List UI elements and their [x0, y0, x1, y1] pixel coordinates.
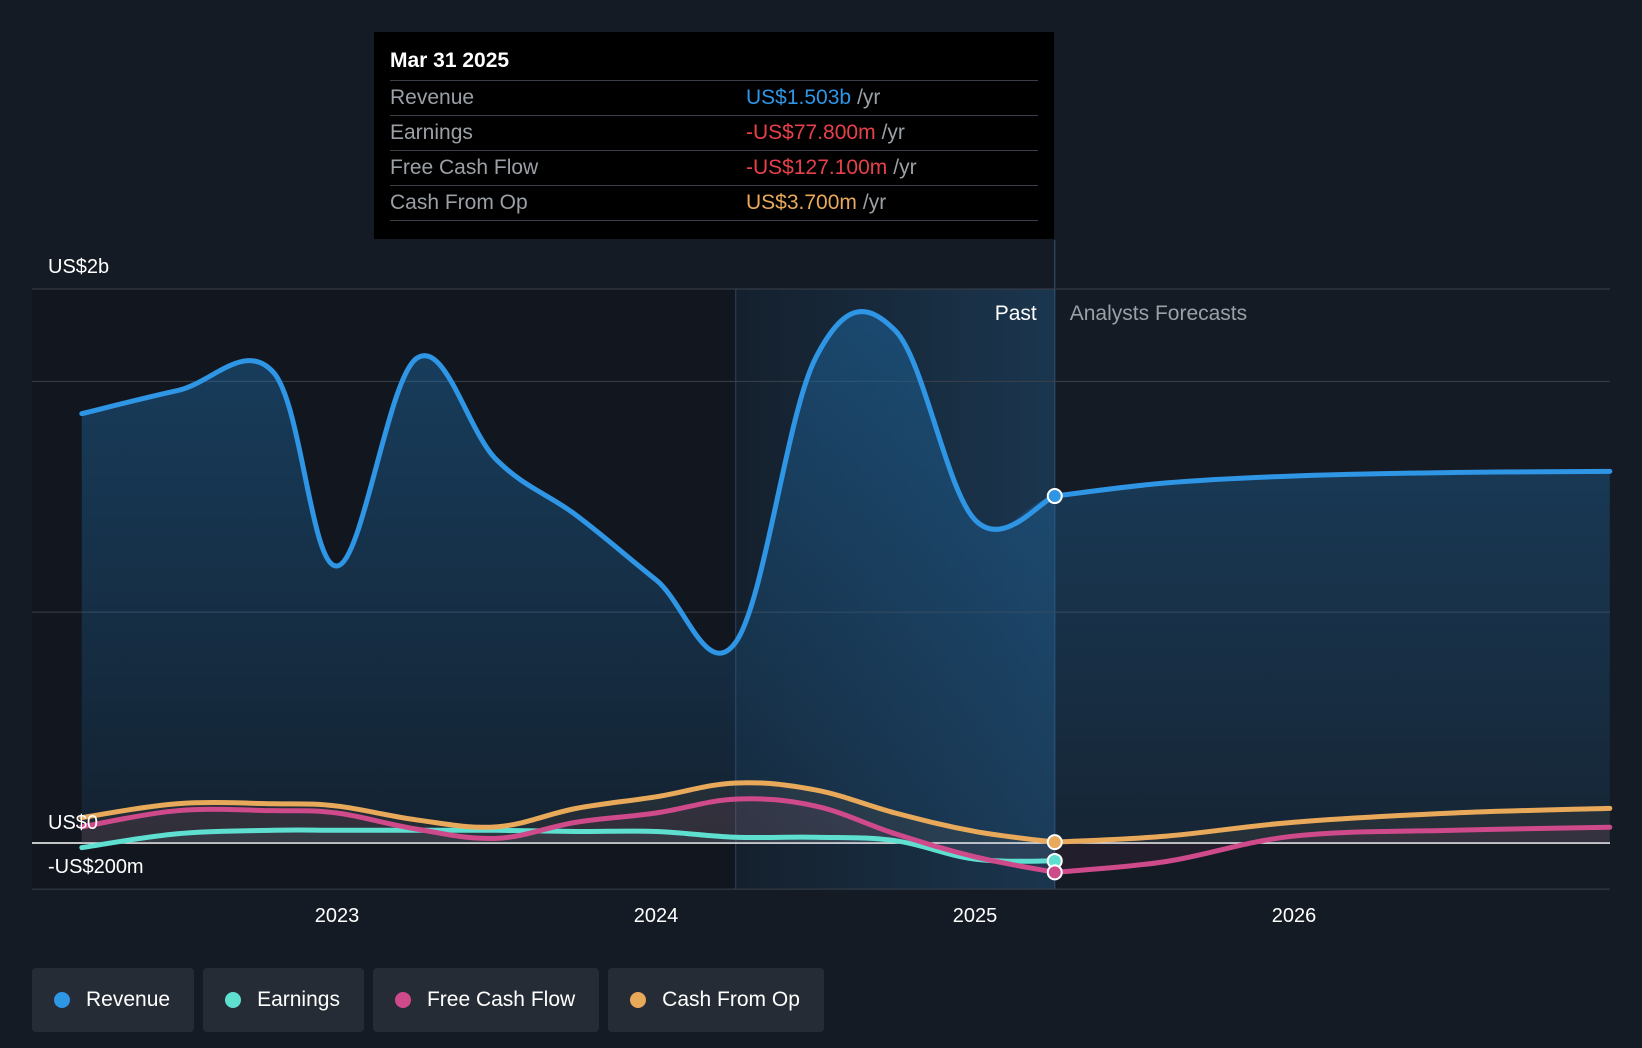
tooltip-row-earnings: Earnings -US$77.800m /yr	[390, 115, 1038, 150]
tooltip-value: US$1.503b	[746, 86, 852, 109]
legend-item-free-cash-flow[interactable]: Free Cash Flow	[372, 968, 600, 1032]
tooltip-value: -US$127.100m	[746, 156, 888, 179]
tooltip-value: -US$77.800m	[746, 121, 876, 144]
legend-dot-icon	[54, 992, 70, 1008]
legend-label: Revenue	[86, 988, 171, 1011]
past-region-label: Past	[995, 302, 1037, 325]
tooltip-row-cash-from-op: Cash From Op US$3.700m /yr	[390, 185, 1038, 221]
revenue-line	[79, 309, 1058, 656]
free-cash-flow-forecast-line	[1052, 824, 1613, 875]
tooltip-label: Free Cash Flow	[390, 156, 539, 179]
legend-label: Earnings	[257, 988, 340, 1011]
tooltip-unit: /yr	[857, 86, 881, 109]
legend-label: Free Cash Flow	[426, 988, 576, 1011]
revenue-area	[81, 311, 1610, 843]
y-axis-label: US$2b	[48, 256, 109, 278]
x-tick-label: 2025	[953, 905, 998, 927]
x-tick-label: 2026	[1272, 905, 1317, 927]
legend-label: Cash From Op	[662, 988, 800, 1011]
tooltip-row-free-cash-flow: Free Cash Flow -US$127.100m /yr	[390, 150, 1038, 185]
cash-from-op-forecast-line	[1052, 805, 1613, 845]
hover-tooltip: Mar 31 2025 Revenue US$1.503b /yr Earnin…	[374, 32, 1054, 239]
chart-legend: Revenue Earnings Free Cash Flow Cash Fro…	[32, 968, 824, 1032]
revenue-forecast-line	[1052, 468, 1613, 499]
tooltip-unit: /yr	[893, 156, 917, 179]
legend-dot-icon	[225, 992, 242, 1008]
tooltip-value: US$3.700m	[746, 191, 857, 214]
tooltip-label: Cash From Op	[390, 191, 528, 214]
earnings-line	[79, 827, 1058, 864]
free-cash-flow-marker	[1046, 864, 1063, 881]
y-axis-label: US$0	[48, 812, 98, 834]
revenue-marker	[1046, 488, 1063, 505]
x-tick-label: 2024	[634, 905, 679, 927]
forecast-region-label: Analysts Forecasts	[1070, 302, 1247, 325]
tooltip-row-revenue: Revenue US$1.503b /yr	[390, 80, 1038, 115]
tooltip-label: Revenue	[390, 86, 475, 109]
tooltip-unit: /yr	[862, 191, 887, 214]
tooltip-label: Earnings	[390, 121, 473, 144]
legend-dot-icon	[630, 992, 647, 1008]
x-tick-label: 2023	[315, 905, 360, 927]
cash-from-op-marker	[1046, 834, 1063, 851]
tooltip-date: Mar 31 2025	[390, 49, 510, 72]
legend-item-revenue[interactable]: Revenue	[32, 968, 195, 1032]
legend-item-earnings[interactable]: Earnings	[203, 968, 364, 1032]
cash-from-op-line	[79, 780, 1058, 845]
legend-item-cash-from-op[interactable]: Cash From Op	[608, 968, 824, 1032]
free-cash-flow-line	[79, 796, 1058, 875]
legend-dot-icon	[394, 992, 411, 1008]
y-axis-label: -US$200m	[48, 856, 144, 878]
tooltip-unit: /yr	[881, 121, 905, 144]
